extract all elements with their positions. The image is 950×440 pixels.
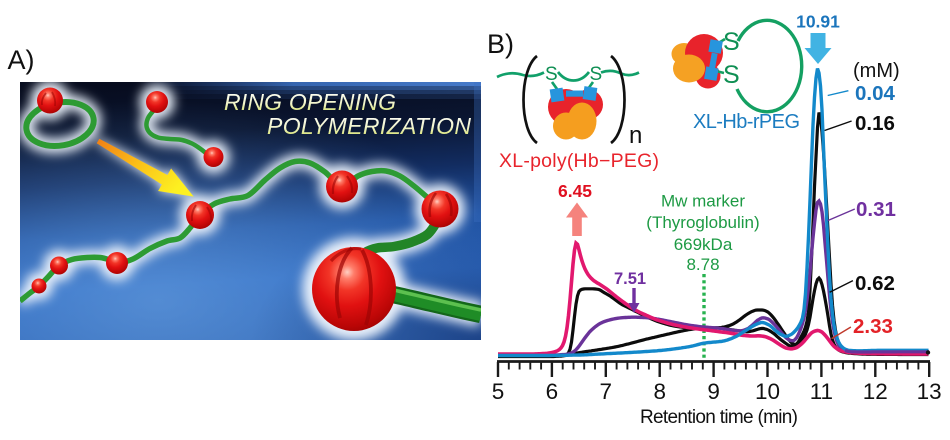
svg-text:0.16: 0.16: [855, 112, 895, 135]
svg-text:XL-Hb-rPEG: XL-Hb-rPEG: [693, 111, 800, 133]
svg-text:A): A): [8, 45, 35, 75]
svg-text:11: 11: [810, 379, 833, 404]
svg-text:n: n: [629, 122, 642, 149]
svg-text:2.33: 2.33: [853, 315, 893, 338]
svg-text:6: 6: [546, 379, 559, 404]
svg-text:9: 9: [707, 379, 720, 404]
svg-text:(Thyroglobulin): (Thyroglobulin): [646, 213, 759, 232]
svg-text:Mw marker: Mw marker: [661, 192, 745, 211]
svg-text:12: 12: [863, 379, 888, 404]
svg-text:Retention time (min): Retention time (min): [640, 407, 798, 428]
svg-text:S: S: [545, 64, 558, 85]
svg-text:5: 5: [492, 379, 505, 404]
svg-text:13: 13: [917, 379, 942, 404]
svg-text:XL-poly(Hb−PEG): XL-poly(Hb−PEG): [499, 150, 659, 172]
svg-text:0.62: 0.62: [855, 272, 895, 295]
svg-text:S: S: [590, 64, 603, 85]
svg-text:669kDa: 669kDa: [674, 235, 733, 254]
svg-text:(mM): (mM): [853, 60, 900, 82]
svg-text:8: 8: [653, 379, 666, 404]
svg-text:S: S: [723, 28, 740, 56]
svg-text:8.78: 8.78: [686, 255, 719, 274]
svg-text:0.04: 0.04: [855, 82, 895, 105]
svg-text:10.91: 10.91: [796, 12, 840, 32]
svg-text:10: 10: [755, 379, 780, 404]
svg-text:7.51: 7.51: [614, 270, 646, 288]
svg-text:POLYMERIZATION: POLYMERIZATION: [267, 113, 471, 139]
svg-text:S: S: [723, 61, 740, 89]
svg-text:7: 7: [600, 379, 613, 404]
svg-text:0.31: 0.31: [856, 198, 896, 221]
svg-text:B): B): [487, 29, 514, 59]
svg-text:RING OPENING: RING OPENING: [224, 89, 396, 115]
svg-text:6.45: 6.45: [558, 181, 592, 201]
